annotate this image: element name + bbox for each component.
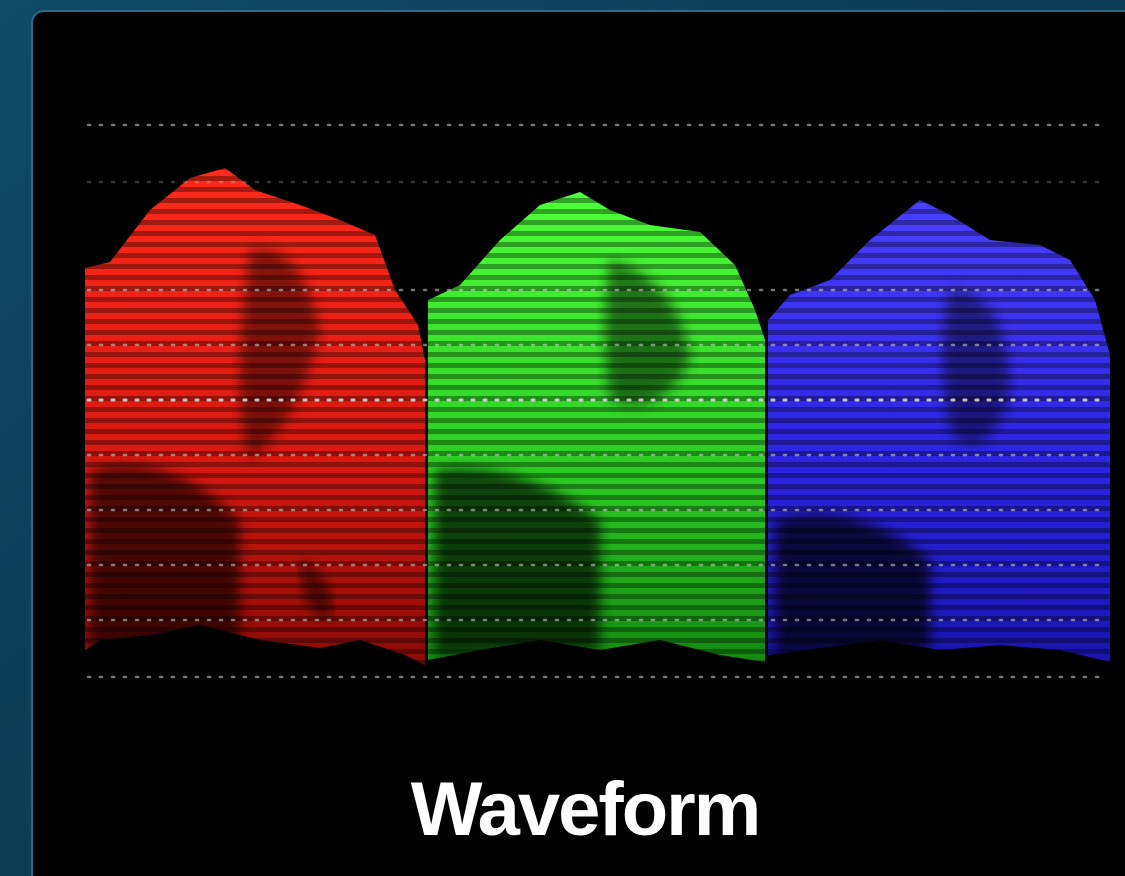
scanlines [85, 160, 1110, 665]
graticule [86, 123, 1107, 679]
caption: Waveform [411, 767, 760, 852]
